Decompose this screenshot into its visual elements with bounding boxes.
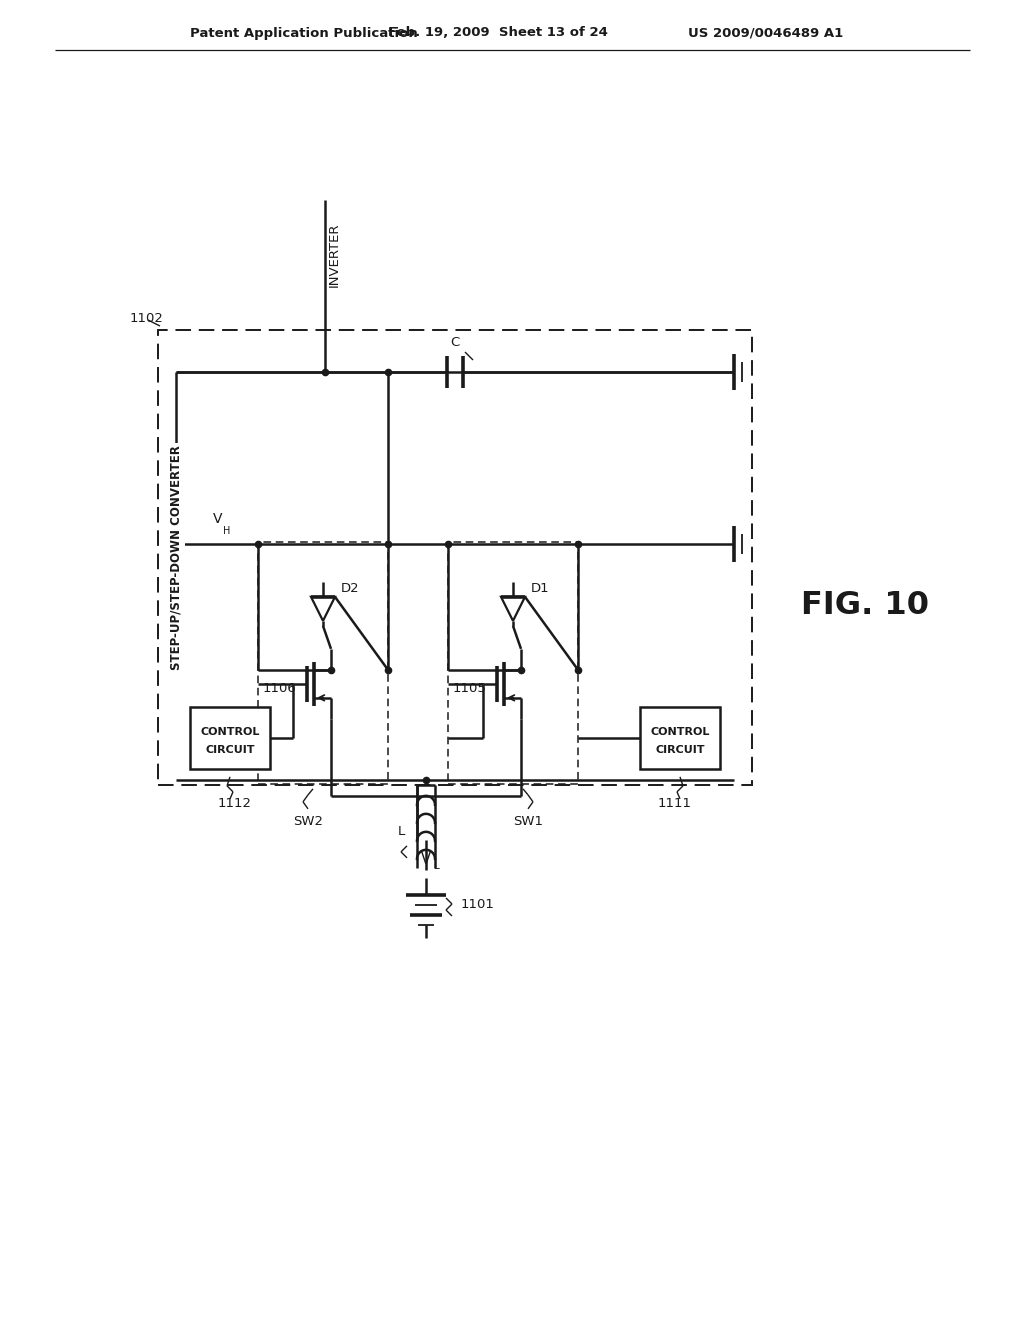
Bar	[190, 706, 270, 768]
Text: CIRCUIT: CIRCUIT	[205, 746, 255, 755]
Text: H: H	[223, 525, 230, 536]
Text: Patent Application Publication: Patent Application Publication	[190, 26, 418, 40]
Text: L: L	[434, 861, 439, 871]
Text: 1111: 1111	[658, 797, 692, 810]
Text: CONTROL: CONTROL	[201, 726, 260, 737]
Text: 1101: 1101	[461, 899, 495, 912]
Text: C: C	[451, 335, 460, 348]
Text: 1112: 1112	[218, 797, 252, 810]
Text: 1105: 1105	[453, 682, 486, 696]
Bar	[258, 541, 388, 784]
Text: INVERTER: INVERTER	[328, 223, 341, 288]
Bar	[158, 330, 752, 785]
Bar	[449, 541, 578, 784]
Text: SW2: SW2	[293, 816, 323, 829]
Text: L: L	[397, 825, 404, 838]
Text: CIRCUIT: CIRCUIT	[655, 746, 705, 755]
Text: 1106: 1106	[263, 682, 297, 696]
Text: STEP-UP/STEP-DOWN CONVERTER: STEP-UP/STEP-DOWN CONVERTER	[170, 445, 182, 671]
Text: Feb. 19, 2009  Sheet 13 of 24: Feb. 19, 2009 Sheet 13 of 24	[388, 26, 608, 40]
Text: V: V	[213, 512, 222, 525]
Bar	[640, 706, 720, 768]
Text: SW1: SW1	[513, 816, 543, 829]
Text: CONTROL: CONTROL	[650, 726, 710, 737]
Text: US 2009/0046489 A1: US 2009/0046489 A1	[688, 26, 843, 40]
Text: D1: D1	[531, 582, 550, 595]
Text: D2: D2	[341, 582, 359, 595]
Text: V: V	[421, 853, 431, 867]
Text: 1102: 1102	[130, 312, 164, 325]
Text: FIG. 10: FIG. 10	[801, 590, 929, 620]
